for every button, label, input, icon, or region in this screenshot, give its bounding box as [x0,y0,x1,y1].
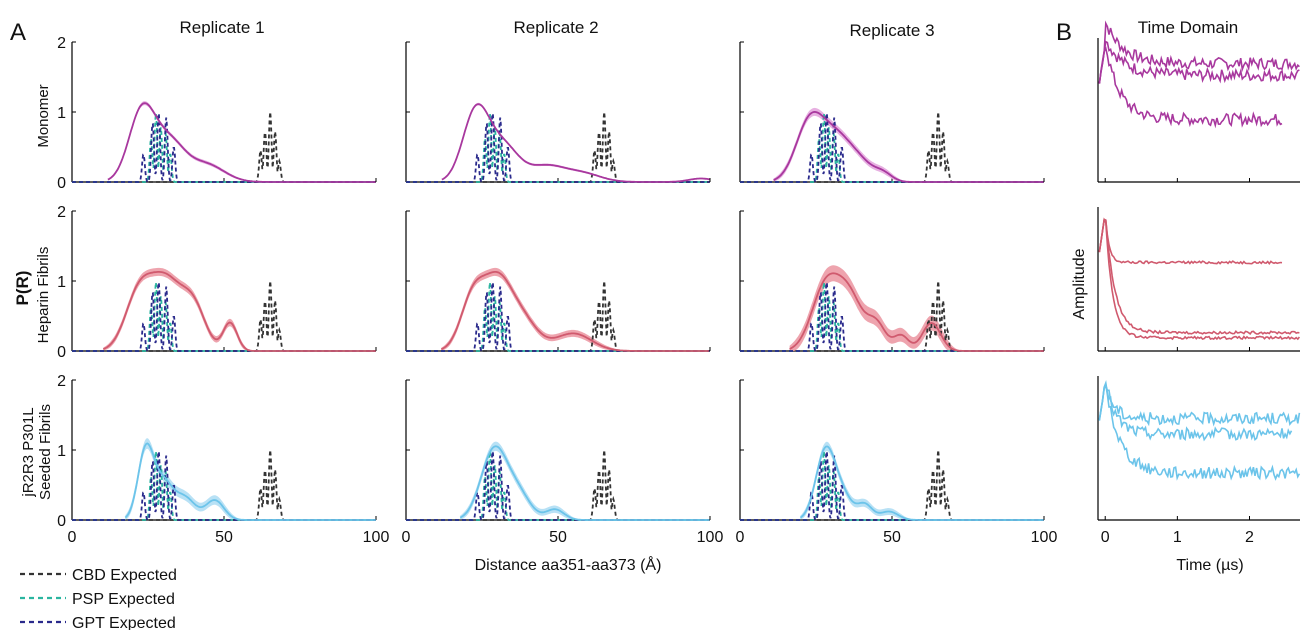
distance-curve-seeded-r3c2 [459,445,710,521]
row-label-heparin: Heparin Fibrils [35,247,52,344]
expected-cbd-r1c2 [406,111,710,183]
td-trace-monomer-1 [1098,20,1300,84]
td-trace-monomer-3 [1098,46,1283,129]
y-tick-label-1-r1c1: 1 [57,105,66,122]
y-tick-label-2-r1c1: 2 [57,35,66,52]
x-tick-label-0-r3c2: 0 [402,529,411,546]
uncertainty-band-seeded-r3c2 [460,441,710,520]
uncertainty-band-heparin-r2c3 [789,265,1044,351]
td-trace-heparin-2 [1098,218,1300,336]
uncertainty-band-seeded-r3c3 [800,441,1044,520]
distance-curve-seeded-r3c1 [124,442,376,521]
td-trace-monomer-2 [1098,40,1300,84]
expected-gpt-r1c2 [406,112,710,184]
panel-label-a: A [10,19,26,46]
x-tick-label-100-r3c1: 100 [363,529,390,546]
x-tick-label-0-r3c3: 0 [736,529,745,546]
x-tick-label-50-r3c2: 50 [549,529,567,546]
column-title-replicate-2: Replicate 2 [513,18,598,37]
y-tick-label-1-r3c1: 1 [57,443,66,460]
x-tick-label-0-r3c1: 0 [68,529,77,546]
expected-psp-r2c1 [72,282,376,352]
row-label-seeded-line2: Seeded Fibrils [37,404,54,500]
td-x-tick-label-2-r3: 2 [1245,529,1254,546]
distance-curve-monomer-r1c3 [773,110,1044,183]
distance-curve-seeded-r3c3 [799,445,1044,521]
legend-psp-label: PSP Expected [72,591,175,608]
x-tick-label-100-r3c2: 100 [697,529,724,546]
x-axis-label-distance: Distance aa351-aa373 (Å) [475,555,662,574]
x-axis-label-time: Time (µs) [1176,557,1243,574]
panels: 0 1 2 0 1 2 0 1 2 0 50 100 0 50 100 0 50 100 0 1 2 [57,20,1301,546]
legend-cbd-label: CBD Expected [72,567,177,584]
expected-cbd-r2c1 [72,280,376,352]
legend: CBD Expected PSP Expected GPT Expected [20,567,177,630]
expected-psp-r1c2 [406,113,710,183]
td-trace-seeded-1 [1098,383,1301,427]
time-domain-title: Time Domain [1138,18,1238,37]
expected-gpt-r2c1 [72,281,376,353]
td-x-tick-label-0-r3: 0 [1101,529,1110,546]
legend-gpt-label: GPT Expected [72,615,176,630]
td-trace-seeded-3 [1098,382,1301,481]
y-axis-label-pr: P(R) [13,271,32,306]
y-axis-label-amplitude: Amplitude [1071,248,1088,319]
td-trace-seeded-2 [1098,379,1293,442]
y-tick-label-2-r2c1: 2 [57,204,66,221]
uncertainty-band-monomer-r1c3 [773,107,1044,182]
distance-curve-heparin-r2c2 [440,271,709,352]
row-label-monomer: Monomer [35,84,52,147]
column-title-replicate-1: Replicate 1 [179,18,264,37]
column-title-replicate-3: Replicate 3 [849,21,934,40]
td-x-tick-label-1-r3: 1 [1173,529,1182,546]
td-trace-heparin-3 [1098,217,1301,341]
x-tick-label-100-r3c3: 100 [1031,529,1058,546]
td-trace-heparin-1 [1098,218,1283,266]
y-tick-label-0-r2c1: 0 [57,344,66,361]
distance-curve-monomer-r1c2 [441,103,710,183]
distance-curve-monomer-r1c1 [107,102,376,183]
y-tick-label-1-r2c1: 1 [57,274,66,291]
panel-label-b: B [1056,19,1072,46]
distance-curve-heparin-r2c1 [102,271,376,352]
y-tick-label-0-r3c1: 0 [57,513,66,530]
uncertainty-band-seeded-r3c1 [125,438,376,520]
distance-curve-heparin-r2c3 [789,272,1044,352]
y-tick-label-0-r1c1: 0 [57,175,66,192]
x-tick-label-50-r3c3: 50 [883,529,901,546]
x-tick-label-50-r3c1: 50 [215,529,233,546]
row-label-seeded-line1: jR2R3 P301L [20,407,37,497]
uncertainty-band-heparin-r2c2 [441,267,709,351]
y-tick-label-2-r3c1: 2 [57,373,66,390]
